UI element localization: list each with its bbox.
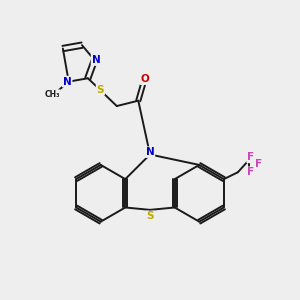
Text: S: S	[146, 212, 154, 221]
Text: N: N	[92, 55, 100, 65]
Text: S: S	[97, 85, 104, 94]
Text: N: N	[146, 147, 154, 157]
Text: N: N	[63, 76, 72, 87]
Text: F: F	[255, 159, 262, 169]
Text: O: O	[141, 74, 149, 84]
Text: F: F	[247, 152, 254, 162]
Text: CH₃: CH₃	[44, 90, 60, 99]
Text: F: F	[247, 167, 254, 177]
